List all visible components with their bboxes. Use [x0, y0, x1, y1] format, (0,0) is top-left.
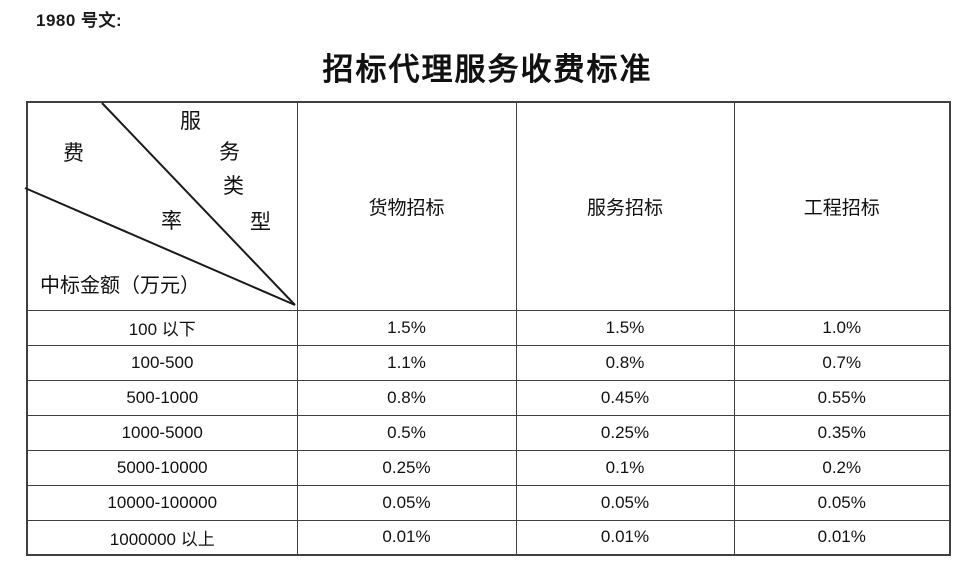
rate-cell: 0.01% — [296, 519, 517, 556]
diagonal-divider-lines — [24, 102, 296, 306]
column-header-works-bidding: 工程招标 — [733, 101, 951, 311]
column-header-goods-bidding: 货物招标 — [296, 101, 517, 311]
table-row: 100-500 1.1% 0.8% 0.7% — [26, 344, 951, 381]
rate-cell: 0.35% — [733, 414, 951, 451]
rate-cell: 1.5% — [296, 309, 517, 346]
corner-amount-label: 中标金额（万元） — [40, 275, 200, 297]
rate-cell: 0.7% — [733, 344, 951, 381]
corner-service-type-char-3: 类 — [223, 174, 244, 198]
page-title: 招标代理服务收费标准 — [322, 52, 653, 87]
rate-cell: 0.01% — [733, 519, 951, 556]
rate-cell: 0.8% — [296, 379, 517, 416]
table-row: 1000-5000 0.5% 0.25% 0.35% — [26, 414, 951, 451]
rate-cell: 1.5% — [515, 309, 735, 346]
rate-cell: 0.8% — [515, 344, 735, 381]
amount-range-cell: 100 以下 — [26, 309, 298, 346]
table-header-row: 服 务 类 型 费 率 中标金额（万元） 货物招标 服务招标 工程招标 — [24, 101, 951, 311]
rate-cell: 0.05% — [296, 484, 517, 521]
amount-range-cell: 10000-100000 — [26, 484, 298, 521]
corner-fee-rate-char-2: 率 — [161, 209, 182, 233]
amount-range-cell: 1000000 以上 — [26, 519, 298, 556]
fee-table: 服 务 类 型 费 率 中标金额（万元） 货物招标 服务招标 工程招标 100 … — [24, 101, 951, 556]
table-row: 10000-100000 0.05% 0.05% 0.05% — [26, 484, 951, 521]
table-row: 100 以下 1.5% 1.5% 1.0% — [26, 309, 951, 346]
amount-range-cell: 500-1000 — [26, 379, 298, 416]
corner-service-type-char-1: 服 — [180, 109, 201, 133]
rate-cell: 1.1% — [296, 344, 517, 381]
rate-cell: 0.5% — [296, 414, 517, 451]
rate-cell: 0.05% — [733, 484, 951, 521]
amount-range-cell: 5000-10000 — [26, 449, 298, 486]
column-header-service-bidding: 服务招标 — [515, 101, 735, 311]
amount-range-cell: 1000-5000 — [26, 414, 298, 451]
rate-cell: 0.01% — [515, 519, 735, 556]
rate-cell: 0.25% — [296, 449, 517, 486]
rate-cell: 0.25% — [515, 414, 735, 451]
table-corner-cell: 服 务 类 型 费 率 中标金额（万元） — [24, 101, 298, 311]
rate-cell: 0.45% — [515, 379, 735, 416]
rate-cell: 0.1% — [515, 449, 735, 486]
amount-range-cell: 100-500 — [26, 344, 298, 381]
rate-cell: 0.55% — [733, 379, 951, 416]
corner-service-type-char-2: 务 — [219, 140, 240, 164]
rate-cell: 1.0% — [733, 309, 951, 346]
table-row: 5000-10000 0.25% 0.1% 0.2% — [26, 449, 951, 486]
rate-cell: 0.2% — [733, 449, 951, 486]
rate-cell: 0.05% — [515, 484, 735, 521]
table-row: 1000000 以上 0.01% 0.01% 0.01% — [26, 519, 951, 556]
corner-service-type-char-4: 型 — [250, 210, 271, 234]
corner-fee-rate-char-1: 费 — [63, 141, 84, 165]
table-row: 500-1000 0.8% 0.45% 0.55% — [26, 379, 951, 416]
doc-ref: 1980 号文: — [36, 11, 123, 30]
